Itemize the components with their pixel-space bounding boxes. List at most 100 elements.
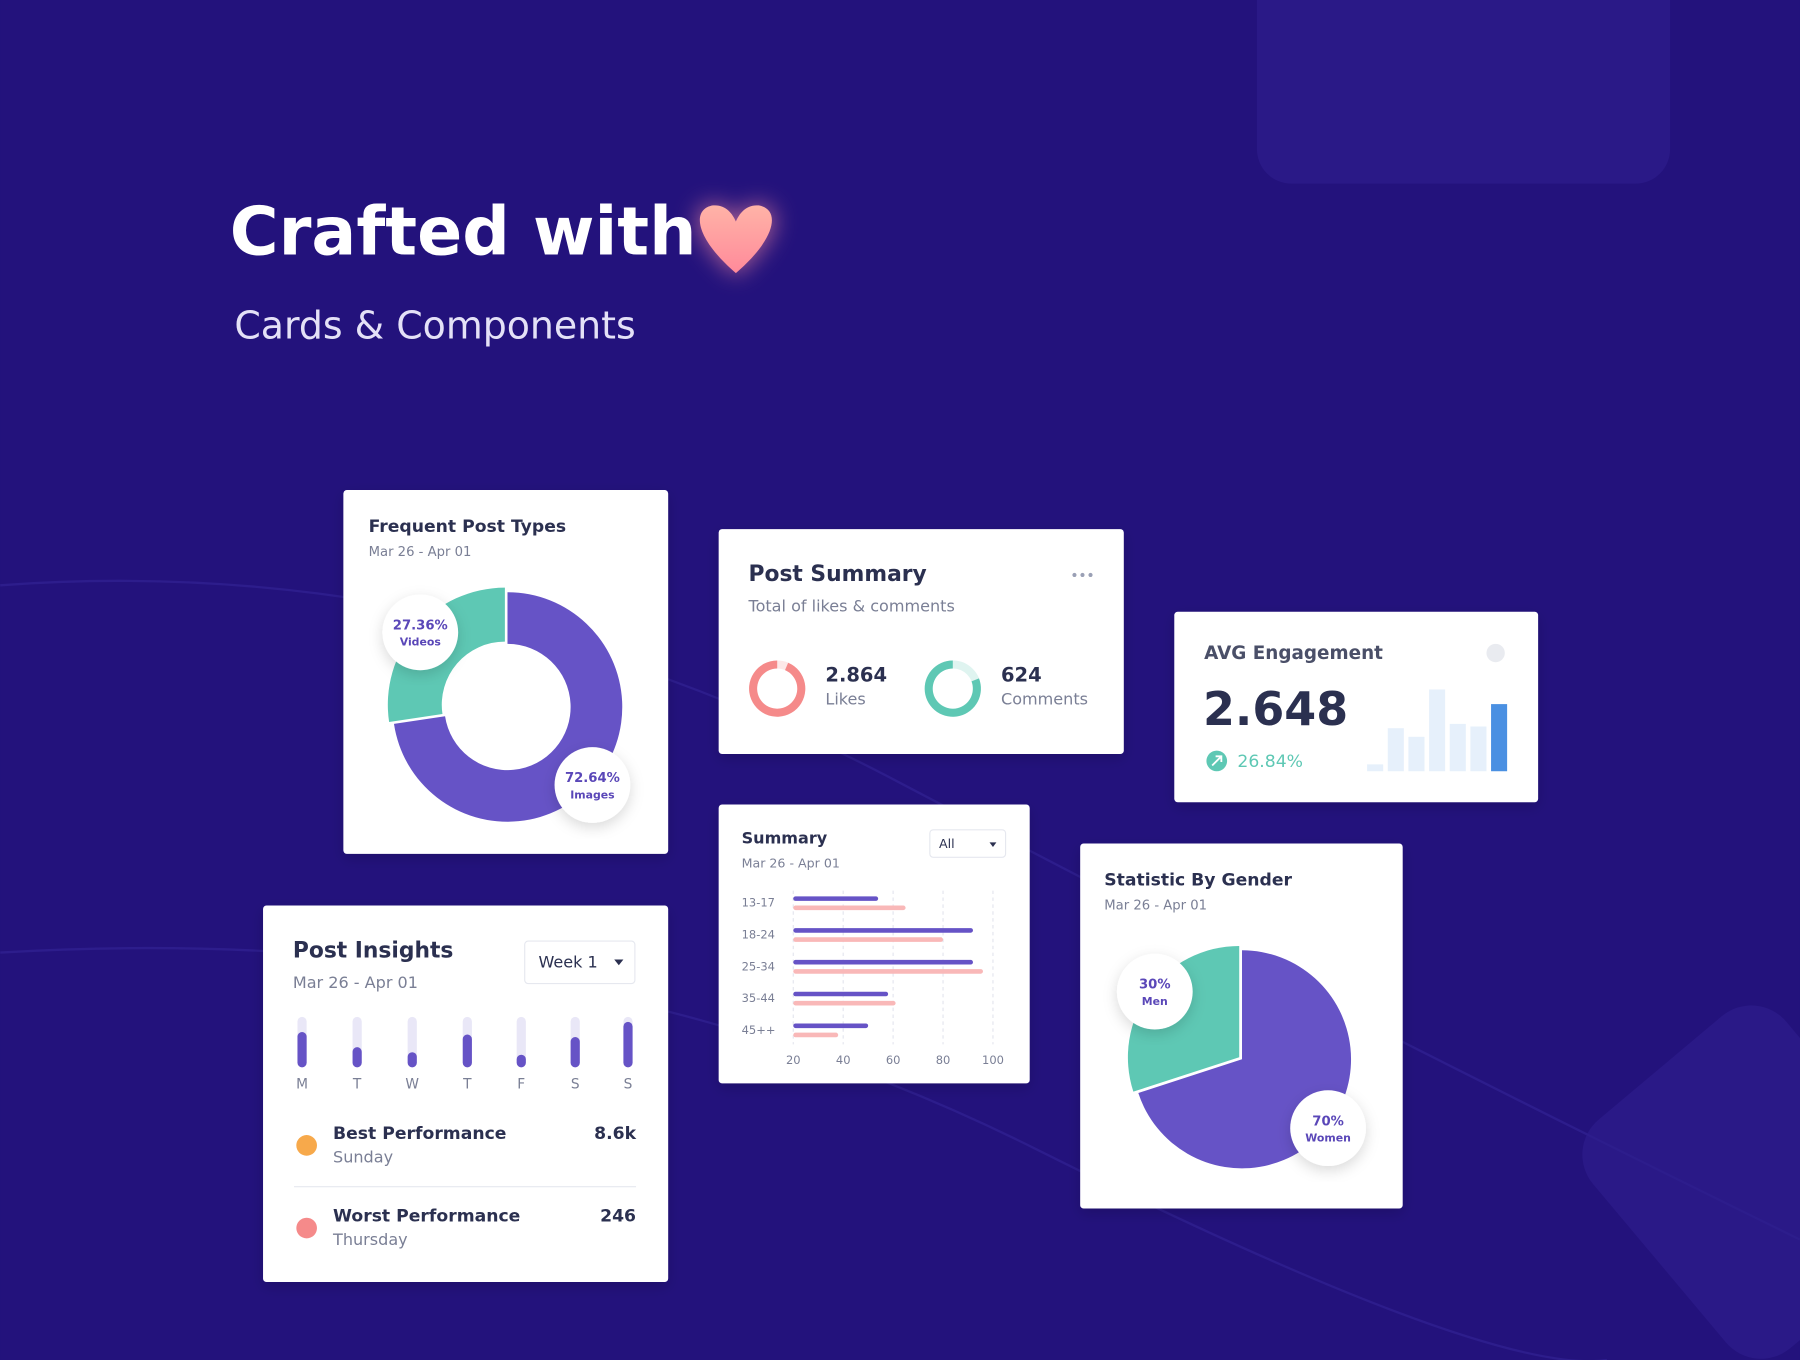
bar <box>793 959 973 965</box>
bar <box>1429 689 1446 772</box>
bar <box>793 991 889 997</box>
slice <box>1127 945 1240 1092</box>
y-tick-label: 45++ <box>742 1023 776 1037</box>
mood-icon <box>296 1135 317 1156</box>
slice-name: Images <box>570 788 614 801</box>
bar <box>1387 728 1404 772</box>
label-bubble <box>1290 1090 1366 1167</box>
row-title: Best Performance <box>333 1124 506 1144</box>
dropdown[interactable] <box>524 940 636 985</box>
menu-dot <box>1088 572 1093 578</box>
card-title: Statistic By Gender <box>1104 870 1292 890</box>
x-tick-label: T <box>352 1077 362 1093</box>
slice-name: Videos <box>400 636 441 649</box>
decoration <box>0 579 1800 1241</box>
bar <box>1470 726 1487 772</box>
bar <box>793 896 879 901</box>
stat-value: 2.864 <box>825 663 887 686</box>
menu-dot <box>1080 572 1085 578</box>
y-tick-label: 25-34 <box>742 959 775 973</box>
bar <box>793 905 906 911</box>
help-icon <box>1486 643 1505 663</box>
subheadline: Cards & Components <box>234 304 635 348</box>
dropdown-caret <box>989 842 997 847</box>
card <box>718 529 1124 755</box>
bar-track <box>516 1016 526 1068</box>
label-bubble <box>1116 953 1193 1030</box>
dropdown-value: All <box>939 836 955 851</box>
x-tick-label: S <box>624 1077 633 1093</box>
label-bubble <box>382 594 459 671</box>
y-tick-label: 18-24 <box>742 928 775 942</box>
dropdown-caret <box>614 959 624 966</box>
card <box>263 905 669 1282</box>
kpi-value: 2.648 <box>1203 682 1348 736</box>
stat-name: Comments <box>1001 690 1088 709</box>
mood-icon <box>296 1217 317 1239</box>
trend-arrow <box>1211 755 1223 767</box>
card-title: Summary <box>742 828 828 847</box>
x-tick-label: 100 <box>982 1053 1004 1067</box>
row-day: Sunday <box>333 1148 394 1167</box>
x-tick-label: 40 <box>836 1053 851 1067</box>
slice-value-label: 70% <box>1312 1114 1344 1129</box>
card-title: Frequent Post Types <box>369 517 566 537</box>
x-tick-label: M <box>296 1077 308 1093</box>
x-tick-label: 60 <box>886 1053 901 1067</box>
card-subtitle: Total of likes & comments <box>748 597 955 616</box>
y-tick-label: 13-17 <box>742 896 775 910</box>
x-tick-label: F <box>517 1077 525 1093</box>
dropdown <box>929 829 1007 858</box>
card-date: Mar 26 - Apr 01 <box>1104 899 1207 914</box>
bar <box>1367 764 1384 772</box>
stat-name: Likes <box>825 690 865 709</box>
headline: Crafted with <box>230 192 697 270</box>
row-value: 246 <box>600 1207 636 1227</box>
dropdown-value: Week 1 <box>538 952 597 971</box>
bar <box>462 1034 472 1068</box>
bar <box>1408 736 1425 772</box>
heart <box>696 204 775 276</box>
card-title: Post Insights <box>293 938 454 963</box>
bar <box>297 1031 307 1068</box>
y-tick-label: 35-44 <box>742 991 775 1005</box>
row-day: Thursday <box>332 1230 408 1249</box>
card-date: Mar 26 - Apr 01 <box>369 545 472 560</box>
bar <box>793 1032 839 1038</box>
bar <box>570 1037 580 1068</box>
card <box>718 804 1030 1084</box>
stat-value: 624 <box>1001 663 1042 686</box>
card-date: Mar 26 - Apr 01 <box>742 856 840 871</box>
bar <box>793 1023 869 1029</box>
decoration <box>1256 0 1671 184</box>
bar <box>793 928 973 933</box>
row-value: 8.6k <box>594 1124 636 1144</box>
slice-name: Women <box>1305 1131 1351 1144</box>
bar <box>793 1000 896 1006</box>
card-title: AVG Engagement <box>1204 643 1383 664</box>
bar <box>793 937 944 942</box>
label-bubble <box>554 747 631 823</box>
x-tick-label: 80 <box>936 1053 951 1067</box>
x-tick-label: 20 <box>786 1053 801 1067</box>
slice-name: Men <box>1142 995 1168 1008</box>
slice-value-label: 30% <box>1139 978 1171 993</box>
x-tick-label: S <box>571 1077 580 1093</box>
menu-dot <box>1072 572 1077 578</box>
bar <box>1491 704 1508 772</box>
bar <box>793 969 983 974</box>
bar <box>352 1047 362 1068</box>
card-date: Mar 26 - Apr 01 <box>293 973 418 992</box>
bar <box>407 1052 417 1068</box>
slice-value-label: 27.36% <box>393 618 448 633</box>
card-title: Post Summary <box>749 562 927 587</box>
bar <box>516 1054 526 1068</box>
bar <box>623 1021 633 1068</box>
kpi-change: 26.84% <box>1237 752 1303 772</box>
bar <box>1449 723 1466 772</box>
x-tick-label: T <box>462 1077 472 1093</box>
card <box>1174 611 1539 803</box>
row-title: Worst Performance <box>333 1207 520 1227</box>
